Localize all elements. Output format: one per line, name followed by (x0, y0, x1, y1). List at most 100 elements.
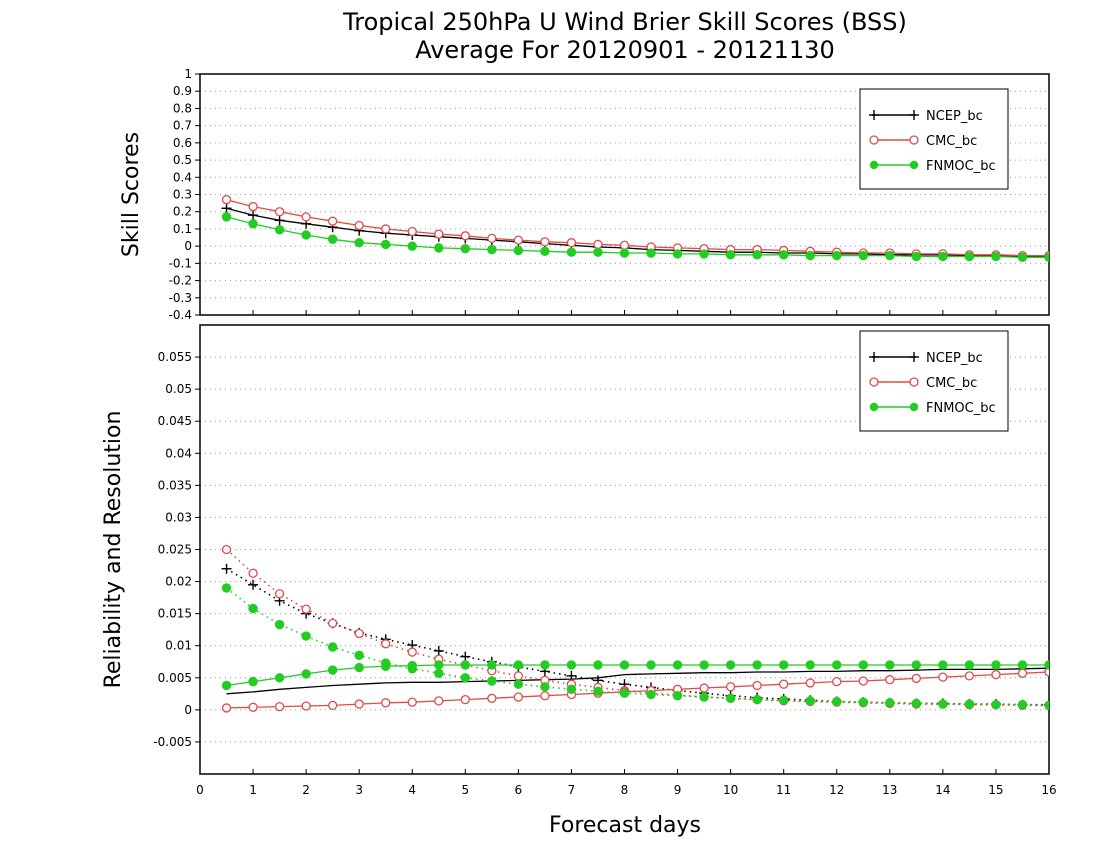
data-point-cmc-bc (328, 618, 338, 628)
x-tick-label: 15 (988, 783, 1003, 797)
y-tick-label: 0.005 (158, 671, 192, 685)
y-tick-label: 0.5 (173, 153, 192, 167)
y-tick-label: -0.005 (153, 735, 192, 749)
y-tick-label: 0.8 (173, 101, 192, 115)
data-point-cmc-bc (566, 238, 577, 248)
x-tick-label: 4 (408, 783, 416, 797)
data-point-fnmoc-bc (938, 660, 948, 670)
data-point-cmc-bc (725, 682, 736, 692)
legend-label: CMC_bc (926, 134, 977, 149)
data-point-cmc-bc (248, 201, 258, 212)
data-point-cmc-bc (354, 699, 364, 709)
data-point-fnmoc-bc (1017, 700, 1028, 710)
x-tick-label: 13 (882, 783, 897, 797)
data-point-cmc-bc (407, 226, 417, 237)
data-point-fnmoc-bc (274, 225, 285, 235)
data-point-fnmoc-bc (725, 693, 736, 704)
data-point-cmc-bc (248, 702, 258, 712)
y-tick-label: 0.4 (173, 170, 192, 184)
x-tick-label: 12 (829, 783, 844, 797)
data-point-cmc-bc (805, 678, 815, 688)
data-point-cmc-bc (460, 694, 470, 705)
data-point-fnmoc-bc (354, 650, 364, 661)
data-point-ncep-bc (248, 579, 259, 590)
data-point-fnmoc-bc (805, 250, 815, 261)
y-tick-label: 0.05 (165, 382, 192, 396)
data-point-cmc-bc (274, 589, 285, 599)
data-point-cmc-bc (381, 698, 391, 708)
data-point-cmc-bc (328, 216, 338, 226)
data-point-fnmoc-bc (327, 642, 338, 652)
legend-marker (869, 135, 879, 145)
data-point-cmc-bc (779, 679, 789, 689)
x-tick-label: 6 (515, 783, 523, 797)
reliability-resolution-panel: 0.055 0.05 0.045 0.04 0.035 0.03 0.025 0.02 0.01… (101, 324, 1057, 797)
data-point-fnmoc-bc (619, 248, 630, 258)
data-point-fnmoc-bc (487, 244, 497, 255)
x-tick-label: 0 (196, 783, 204, 797)
data-point-fnmoc-bc (301, 230, 311, 240)
data-point-fnmoc-bc (221, 680, 232, 691)
x-tick-label: 9 (674, 783, 682, 797)
data-point-cmc-bc (964, 671, 975, 681)
y-tick-label: 0.03 (165, 510, 192, 524)
data-point-fnmoc-bc (699, 660, 709, 670)
y-axis-title: Skill Scores (119, 132, 144, 257)
legend-entry-cmc-bc: CMC_bc (869, 376, 977, 391)
data-point-cmc-bc (381, 639, 391, 649)
y-tick-label: -0.2 (169, 274, 192, 288)
y-tick-label: 0 (184, 703, 192, 717)
x-tick-label: 1 (249, 783, 257, 797)
series-group (221, 544, 1049, 713)
legend-label: NCEP_bc (926, 109, 983, 124)
data-point-fnmoc-bc (646, 660, 656, 670)
data-point-cmc-bc (487, 693, 497, 703)
data-point-fnmoc-bc (381, 239, 391, 250)
data-point-fnmoc-bc (938, 251, 948, 262)
data-point-cmc-bc (911, 673, 921, 684)
data-point-fnmoc-bc (991, 251, 1001, 262)
data-point-fnmoc-bc (434, 668, 444, 678)
data-point-fnmoc-bc (248, 219, 258, 229)
data-point-cmc-bc (513, 692, 524, 702)
data-point-fnmoc-bc (513, 245, 524, 256)
data-point-cmc-bc (991, 669, 1001, 680)
data-point-fnmoc-bc (646, 248, 656, 258)
legend: NCEP_bc CMC_bc FNMOC_bc (859, 88, 1009, 190)
data-point-fnmoc-bc (885, 250, 895, 261)
y-tick-label: -0.1 (169, 256, 192, 270)
y-tick-label: 0.2 (173, 205, 192, 219)
data-point-fnmoc-bc (327, 665, 338, 675)
data-point-ncep-bc (221, 203, 232, 214)
chart-title: Tropical 250hPa U Wind Brier Skill Score… (342, 8, 907, 36)
data-point-fnmoc-bc (778, 695, 789, 705)
y-tick-label: 0.01 (165, 639, 192, 653)
data-point-fnmoc-bc (832, 696, 842, 707)
plot-frame (199, 324, 1050, 775)
data-point-cmc-bc (699, 683, 709, 693)
data-point-cmc-bc (407, 647, 417, 657)
data-point-fnmoc-bc (434, 660, 444, 670)
data-point-fnmoc-bc (221, 583, 232, 593)
y-tick-label: 0.02 (165, 575, 192, 589)
legend-marker (869, 160, 879, 170)
x-tick-label: 10 (723, 783, 738, 797)
data-point-fnmoc-bc (487, 676, 497, 686)
data-point-fnmoc-bc (858, 660, 868, 670)
data-point-fnmoc-bc (540, 246, 550, 257)
legend-label: FNMOC_bc (926, 401, 996, 416)
data-point-cmc-bc (274, 207, 285, 217)
data-point-cmc-bc (938, 672, 948, 682)
x-tick-label: 3 (355, 783, 363, 797)
data-point-cmc-bc (301, 212, 311, 222)
y-tick-label: 0.025 (158, 543, 192, 557)
legend-label: CMC_bc (926, 376, 977, 391)
data-point-fnmoc-bc (832, 660, 842, 670)
data-point-fnmoc-bc (460, 673, 471, 683)
y-tick-label: 0.1 (173, 222, 192, 236)
data-point-fnmoc-bc (327, 234, 338, 244)
series-group (221, 195, 1049, 263)
data-point-fnmoc-bc (911, 698, 922, 709)
data-point-fnmoc-bc (699, 249, 709, 259)
data-point-cmc-bc (752, 680, 762, 691)
